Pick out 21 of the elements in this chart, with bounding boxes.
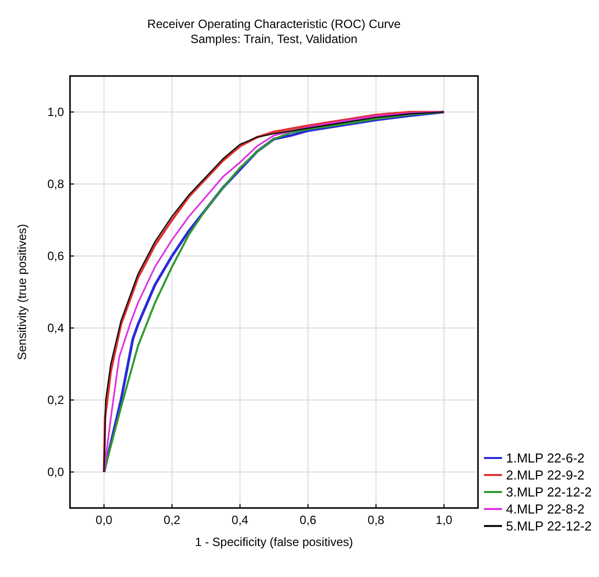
y-tick-label: 0,6	[47, 249, 64, 263]
y-tick-label: 1,0	[47, 105, 64, 119]
legend-label: 4.MLP 22-8-2	[506, 502, 585, 516]
x-tick-label: 0,6	[300, 513, 317, 527]
x-tick-label: 0,4	[232, 513, 249, 527]
chart-title: Receiver Operating Characteristic (ROC) Curve	[147, 17, 402, 31]
legend-label: 3.MLP 22-12-2	[506, 484, 592, 500]
y-tick-label: 0,2	[47, 393, 64, 407]
legend-label: 1.MLP 22-6-2	[506, 450, 585, 466]
x-tick-label: 0,8	[368, 513, 385, 527]
y-tick-label: 0,0	[47, 465, 64, 479]
legend-label: 5.MLP 22-12-2	[506, 518, 592, 534]
y-tick-label: 0,4	[47, 321, 64, 335]
chart-subtitle: Samples: Train, Test, Validation	[190, 32, 358, 46]
x-tick-label: 0,2	[164, 513, 181, 527]
legend-label: 2.MLP 22-9-2	[506, 468, 585, 482]
y-tick-label: 0,8	[47, 177, 64, 191]
x-tick-label: 0,0	[96, 513, 113, 527]
x-axis-title: 1 - Specificity (false positives)	[194, 535, 354, 549]
x-tick-label: 1,0	[436, 513, 453, 527]
y-axis-title: Sensitivity (true positives)	[15, 224, 29, 360]
